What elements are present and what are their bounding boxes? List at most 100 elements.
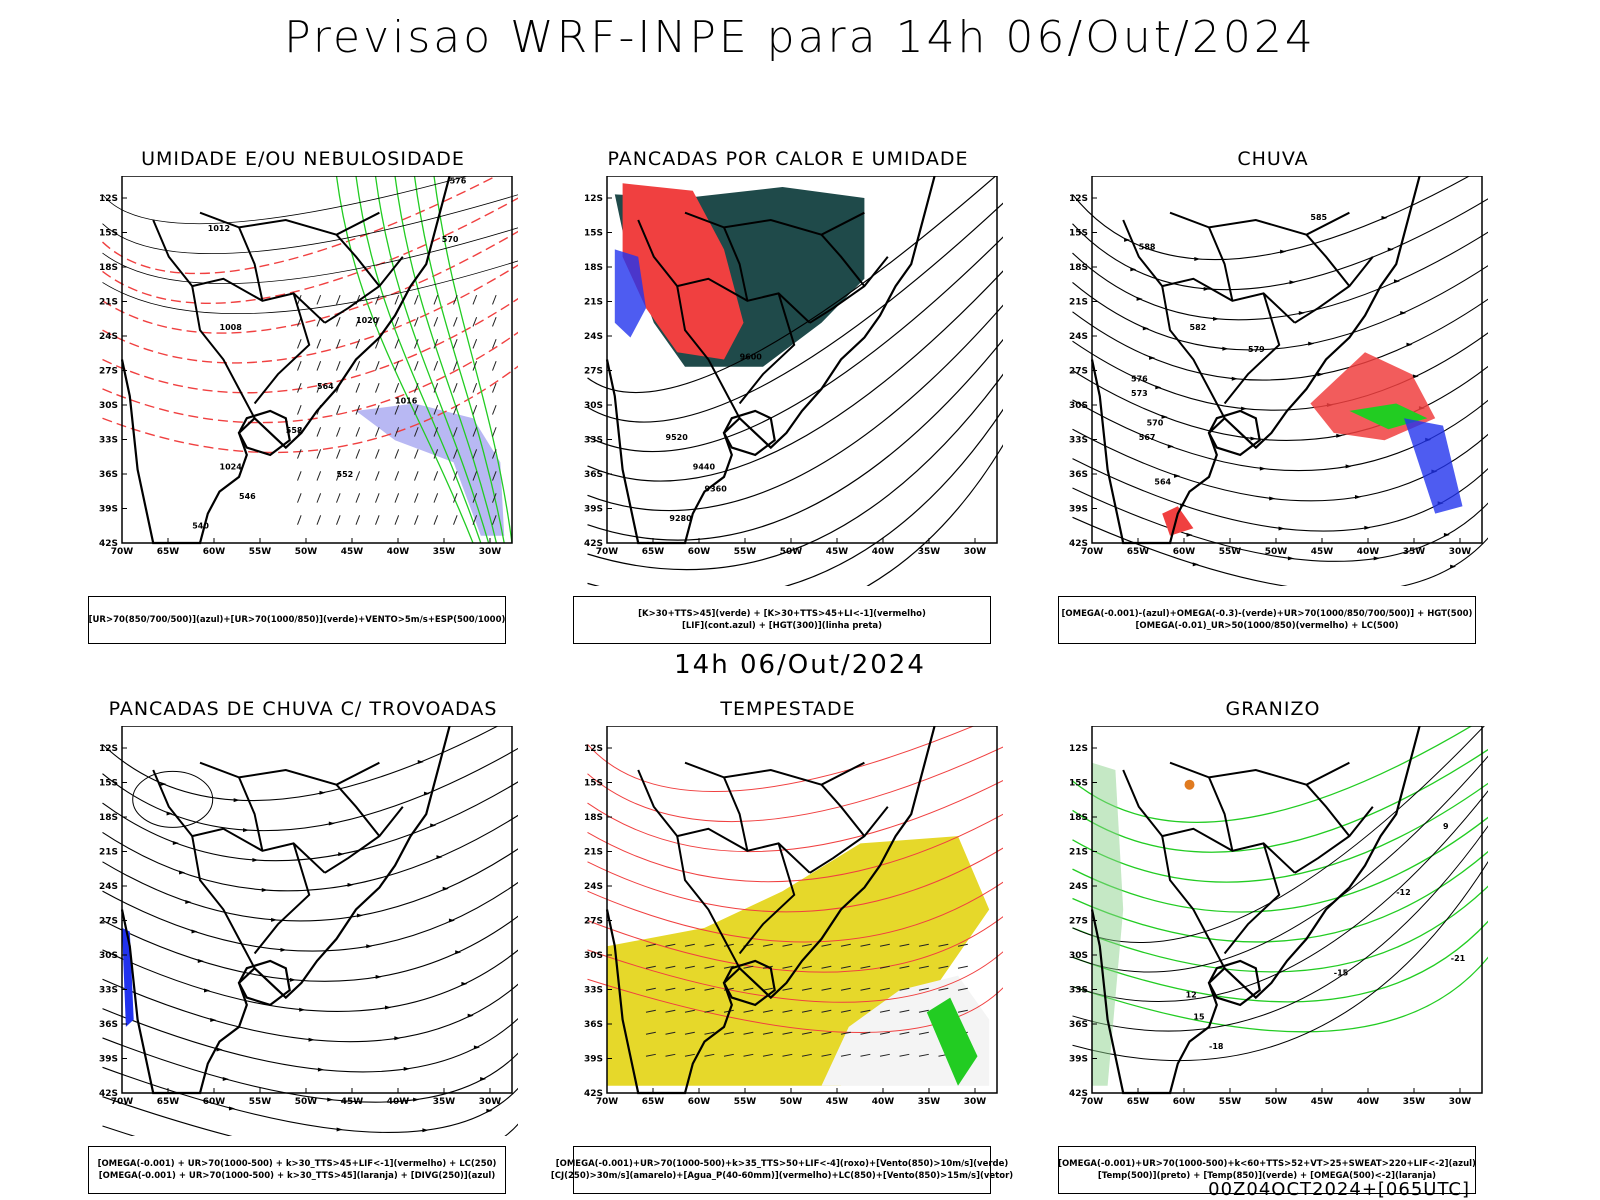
wind-vector — [492, 383, 497, 393]
wind-vector — [394, 493, 400, 503]
contour-line — [1072, 920, 1488, 1003]
streamline-arrow — [216, 1047, 223, 1052]
contour-line — [1072, 782, 1488, 883]
map-chuva: 585 588 582 579 576 573 570 567 564 12S 15S 18S 21S 2… — [1069, 176, 1488, 586]
wind-vector — [723, 1053, 734, 1057]
wind-vector — [433, 427, 439, 437]
lon-label: 30W — [479, 1097, 502, 1107]
wind-vector — [801, 943, 812, 947]
wind-vector — [840, 1053, 851, 1057]
coastline — [120, 176, 451, 545]
contour-line — [587, 202, 1003, 423]
streamline-arrow — [289, 977, 296, 982]
wind-vector — [453, 338, 458, 349]
wind-vector — [840, 1031, 851, 1035]
wind-vector — [453, 449, 458, 459]
wind-vector — [957, 1009, 968, 1013]
caption-line: [K>30+TTS>45](verde) + [K>30+TTS>45+LI<-… — [638, 609, 926, 619]
wind-vector — [394, 515, 400, 525]
contour-label: 585 — [1310, 213, 1327, 222]
panel-caption: [OMEGA(-0.001)-(azul)+OMEGA(-0.3)-(verde… — [1058, 596, 1476, 644]
wind-vector — [375, 515, 380, 525]
contour-line — [1072, 816, 1488, 913]
streamline-arrow — [1317, 372, 1324, 377]
lat-label: 21S — [584, 848, 603, 858]
streamline-arrow — [185, 900, 192, 905]
wind-vector — [782, 1009, 793, 1013]
lat-label: 15S — [1069, 229, 1088, 239]
wind-vector — [394, 361, 400, 371]
wind-vector — [762, 943, 773, 947]
streamline-arrow — [328, 821, 335, 826]
panel-umidade: UMIDADE E/OU NEBULOSIDADE 1012 1016 1008 57… — [88, 148, 518, 644]
country-border — [152, 769, 193, 837]
streamline-arrow — [455, 950, 462, 955]
wind-vector — [433, 515, 439, 525]
wind-vector — [743, 1053, 754, 1057]
streamline-arrow — [1222, 346, 1229, 351]
contour-label: 573 — [1131, 389, 1148, 398]
streamline-arrow — [1364, 525, 1371, 530]
caption-line: [LIF](cont.azul) + [HGT(300)](linha pret… — [681, 621, 883, 631]
lat-label: 24S — [584, 332, 603, 342]
streamline-arrow — [1136, 296, 1143, 301]
streamline-arrow — [1241, 406, 1248, 411]
lat-label: 33S — [584, 436, 603, 446]
streamline-arrow — [473, 1045, 480, 1050]
wind-vector — [336, 294, 341, 305]
lat-label: 36S — [584, 470, 603, 480]
streamline-arrow — [480, 1077, 487, 1082]
lon-label: 45W — [341, 1097, 364, 1107]
streamline-arrow — [347, 882, 354, 887]
wind-vector — [355, 383, 361, 393]
wind-vector — [684, 1009, 695, 1013]
lon-label: 60W — [203, 1097, 226, 1107]
contour-line — [102, 297, 518, 394]
contour-line — [102, 747, 518, 832]
contour-line — [1072, 487, 1488, 562]
wind-vector — [433, 361, 439, 371]
wind-vector — [821, 1031, 832, 1035]
lon-label: 35W — [433, 547, 456, 557]
contour-label: -15 — [1334, 969, 1349, 978]
wind-vector — [472, 338, 478, 349]
coastline — [605, 726, 936, 1095]
streamline-arrow — [1124, 237, 1131, 242]
lat-label: 39S — [99, 1055, 118, 1065]
streamline-arrow — [1194, 256, 1201, 261]
lat-label: 18S — [584, 263, 603, 273]
wind-vector — [665, 1053, 676, 1057]
panel-title: UMIDADE E/OU NEBULOSIDADE — [141, 148, 465, 170]
country-border — [191, 835, 256, 969]
wind-vector — [472, 294, 478, 305]
streamline-arrow — [338, 852, 345, 857]
wind-vector — [704, 1009, 715, 1013]
wind-vector — [375, 294, 380, 305]
panel-caption: [OMEGA(-0.001) + UR>70(1000-500) + k>30_… — [88, 1146, 506, 1194]
wind-vector — [355, 427, 361, 437]
uruguay-border — [722, 409, 776, 457]
wind-vector — [743, 987, 754, 991]
wind-vector — [453, 405, 458, 415]
streamline-arrow — [308, 1037, 315, 1042]
wind-vector — [684, 987, 695, 991]
streamline-arrow — [417, 759, 424, 764]
contour-line — [587, 881, 1003, 943]
contour-label: 588 — [1139, 242, 1156, 251]
lat-label: 42S — [1069, 1089, 1088, 1099]
wind-vector — [453, 361, 458, 371]
wind-vector — [375, 405, 380, 415]
country-border — [1161, 835, 1226, 969]
streamline-arrow — [172, 840, 179, 845]
streamline-arrow — [233, 798, 240, 803]
caption-line: [OMEGA(-0.001)-(azul)+OMEGA(-0.3)-(verde… — [1061, 609, 1473, 619]
wind-vector — [840, 1009, 851, 1013]
wind-vector — [743, 965, 754, 969]
lat-label: 27S — [99, 917, 118, 927]
contour-line — [1072, 365, 1488, 441]
streamline-arrow — [1278, 526, 1285, 531]
lat-label: 30S — [1069, 951, 1088, 961]
streamline-arrow — [1280, 249, 1287, 254]
lat-label: 12S — [99, 744, 118, 754]
